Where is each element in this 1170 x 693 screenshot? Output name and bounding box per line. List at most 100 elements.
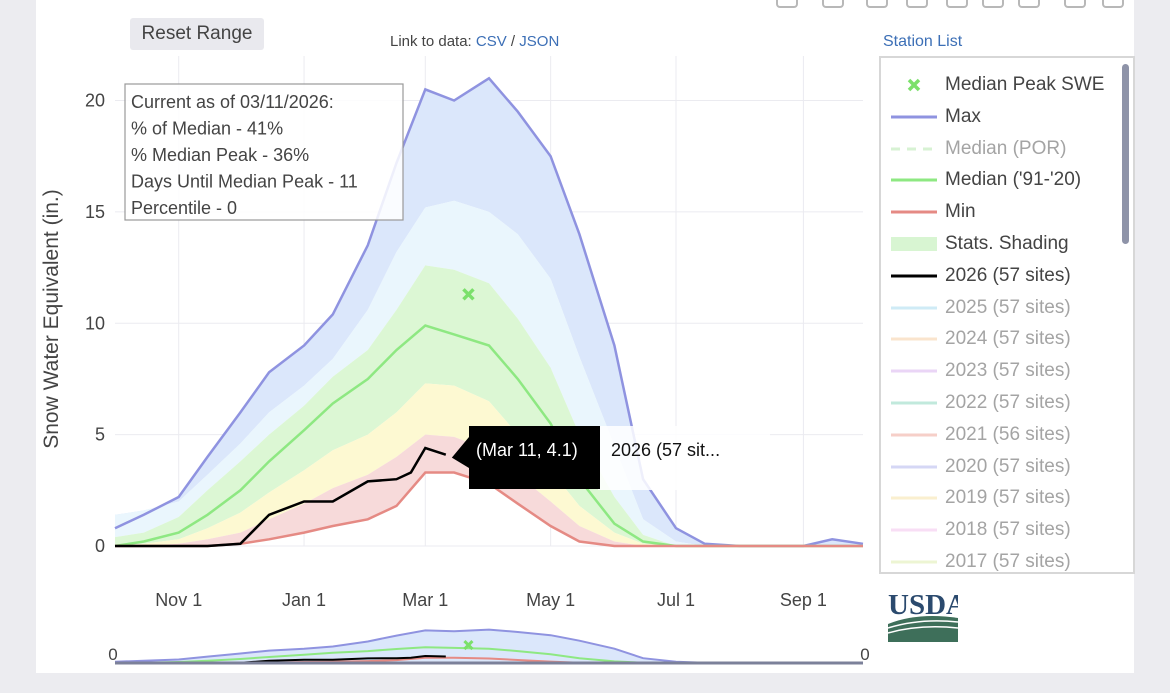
legend: Median Peak SWE Max Median (POR) Median ('9… [879, 56, 1135, 574]
tooltip-box [451, 426, 600, 489]
x-tick-label: Jan 1 [282, 590, 326, 610]
legend-swatch [891, 147, 937, 151]
y-tick-label: 15 [85, 202, 105, 222]
legend-label: 2019 (57 sites) [945, 487, 1071, 509]
range-peak-marker [463, 639, 474, 651]
info-box-line: % Median Peak - 36% [131, 145, 309, 165]
legend-item[interactable]: 2026 (57 sites) [881, 261, 1121, 291]
legend-item[interactable]: Stats. Shading [881, 229, 1121, 259]
legend-item[interactable]: Max [881, 102, 1121, 132]
legend-item[interactable]: 2019 (57 sites) [881, 483, 1121, 513]
y-tick-label: 5 [95, 425, 105, 445]
reset-range-button[interactable]: Reset Range [130, 18, 264, 50]
legend-item[interactable]: 2021 (56 sites) [881, 420, 1121, 450]
pan-icon[interactable] [866, 0, 888, 8]
x-tick-label: Jul 1 [657, 590, 695, 610]
legend-swatch [891, 115, 937, 119]
legend-item[interactable]: 2024 (57 sites) [881, 324, 1121, 354]
info-box-line: Current as of 03/11/2026: [131, 92, 334, 112]
legend-label: 2023 (57 sites) [945, 360, 1071, 382]
legend-label: Median ('91-'20) [945, 169, 1082, 191]
y-tick-label: 20 [85, 91, 105, 111]
range-handle-right[interactable]: 0 [860, 645, 869, 664]
legend-item[interactable]: Median ('91-'20) [881, 165, 1121, 195]
tooltip-series: 2026 (57 sit... [611, 440, 720, 460]
legend-scrollbar[interactable] [1122, 64, 1129, 244]
legend-item[interactable]: 2025 (57 sites) [881, 293, 1121, 323]
y-tick-label: 10 [85, 313, 105, 333]
legend-item[interactable]: 2023 (57 sites) [881, 356, 1121, 386]
modebar [770, 0, 1130, 10]
band-lower [115, 383, 863, 546]
legend-swatch [891, 496, 937, 500]
tooltip-series-panel [598, 426, 770, 490]
legend-swatch [907, 78, 921, 92]
legend-swatch [891, 210, 937, 214]
lasso-icon[interactable] [946, 0, 968, 8]
info-box-frame [124, 83, 404, 221]
legend-swatch [891, 433, 937, 437]
legend-swatch [891, 465, 937, 469]
legend-item[interactable]: Median (POR) [881, 134, 1121, 164]
band-max-outer [115, 78, 863, 547]
y-tick-label: 0 [95, 536, 105, 556]
zoom-out-icon[interactable] [1018, 0, 1040, 8]
usda-logo: USDA [888, 589, 958, 642]
series-line-2026 [115, 446, 447, 548]
x-tick-label: Mar 1 [402, 590, 448, 610]
legend-swatch [891, 369, 937, 373]
csv-link[interactable]: CSV [475, 33, 507, 50]
legend-label: 2024 (57 sites) [945, 328, 1071, 350]
legend-label: Stats. Shading [945, 233, 1069, 254]
data-links: Link to data: CSV / JSON [390, 33, 559, 50]
legend-item[interactable]: 2020 (57 sites) [881, 452, 1121, 482]
range-handle-left[interactable]: 0 [108, 645, 117, 664]
legend-label: Min [945, 201, 976, 223]
legend-item[interactable]: Median Peak SWE [881, 70, 1121, 100]
y-axis-title: Snow Water Equivalent (in.) [40, 189, 63, 449]
legend-swatch [891, 306, 937, 310]
zoom-in-icon[interactable] [982, 0, 1004, 8]
legend-label: 2017 (57 sites) [945, 551, 1071, 572]
legend-item[interactable]: 2022 (57 sites) [881, 388, 1121, 418]
legend-swatch [891, 237, 937, 251]
autoscale-icon[interactable] [1064, 0, 1086, 8]
median-peak-marker [462, 288, 475, 301]
info-box-line: Days Until Median Peak - 11 [131, 172, 358, 192]
legend-label: 2020 (57 sites) [945, 455, 1071, 477]
tooltip-point: (Mar 11, 4.1) [476, 440, 578, 460]
legend-item[interactable]: Min [881, 197, 1121, 227]
legend-swatch [891, 560, 937, 564]
zoom-icon[interactable] [822, 0, 844, 8]
legend-item[interactable]: 2018 (57 sites) [881, 515, 1121, 545]
legend-label: Max [945, 105, 981, 127]
legend-swatch [891, 528, 937, 532]
hover-tooltip: (Mar 11, 4.1) 2026 (57 sit... [451, 426, 770, 490]
legend-label: 2021 (56 sites) [945, 423, 1071, 445]
usda-logo-text: USDA [888, 589, 958, 621]
band-low [115, 434, 863, 546]
data-links-prefix: Link to data: [390, 33, 472, 50]
station-list-link[interactable]: Station List [883, 33, 963, 50]
reset-axes-icon[interactable] [1102, 0, 1124, 8]
legend-swatch [891, 178, 937, 182]
info-box-line: % of Median - 41% [131, 119, 283, 139]
data-links-separator: / [510, 33, 516, 50]
json-link[interactable]: JSON [519, 33, 560, 50]
x-tick-label: Nov 1 [155, 590, 202, 610]
info-box: Current as of 03/11/2026: % of Median - 4… [124, 83, 404, 221]
legend-swatch [891, 337, 937, 341]
legend-swatch [891, 401, 937, 405]
camera-icon[interactable] [776, 0, 798, 8]
band-interquartile [115, 265, 863, 546]
band-upper [115, 200, 863, 547]
legend-label: 2026 (57 sites) [945, 264, 1071, 286]
legend-item[interactable]: 2017 (57 sites) [881, 547, 1121, 572]
x-tick-label: May 1 [526, 590, 575, 610]
legend-label: 2018 (57 sites) [945, 519, 1071, 541]
legend-label: 2022 (57 sites) [945, 392, 1071, 413]
legend-label: 2025 (57 sites) [945, 296, 1071, 318]
select-icon[interactable] [906, 0, 928, 8]
